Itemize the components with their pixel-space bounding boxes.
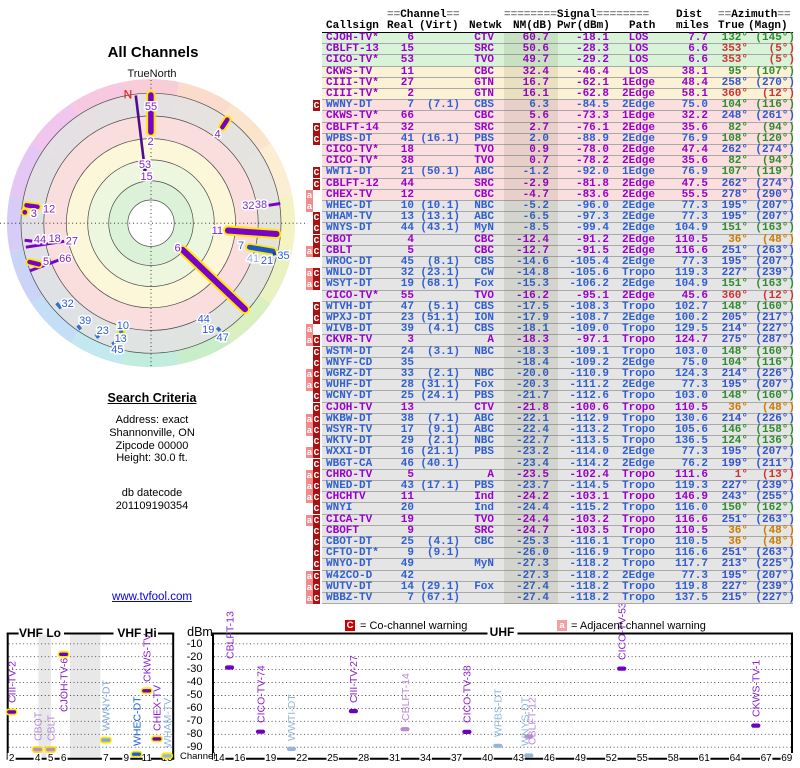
svg-text:2: 2	[9, 753, 15, 764]
svg-text:34: 34	[420, 753, 432, 764]
svg-text:7: 7	[238, 240, 244, 252]
svg-text:18: 18	[49, 233, 61, 245]
svg-text:27: 27	[66, 236, 78, 248]
svg-text:6: 6	[175, 243, 181, 255]
svg-text:CICO-TV-38: CICO-TV-38	[462, 665, 474, 723]
svg-text:14: 14	[214, 753, 226, 764]
svg-text:5: 5	[43, 256, 49, 268]
svg-text:6: 6	[61, 753, 67, 764]
svg-text:45: 45	[111, 344, 123, 356]
svg-text:4: 4	[35, 753, 41, 764]
svg-text:41: 41	[247, 253, 259, 265]
svg-text:CICO-TV-53: CICO-TV-53	[617, 602, 629, 660]
svg-text:69: 69	[781, 753, 793, 764]
svg-text:CBOT: CBOT	[32, 711, 44, 741]
svg-text:16: 16	[234, 753, 246, 764]
svg-text:N: N	[124, 88, 133, 102]
svg-text:WWTI-DT: WWTI-DT	[286, 694, 298, 741]
svg-text:3: 3	[31, 208, 37, 220]
svg-text:WNYS-DT: WNYS-DT	[520, 696, 532, 746]
svg-text:19: 19	[265, 753, 277, 764]
svg-text:52: 52	[606, 753, 618, 764]
svg-text:13: 13	[115, 333, 127, 345]
svg-text:11: 11	[142, 753, 153, 764]
svg-text:CHEX-TV: CHEX-TV	[152, 685, 164, 731]
svg-text:25: 25	[327, 753, 339, 764]
svg-text:CIII-TV-2: CIII-TV-2	[6, 661, 18, 703]
svg-text:11: 11	[212, 225, 223, 237]
svg-text:47: 47	[216, 332, 228, 344]
svg-text:CIII-TV-27: CIII-TV-27	[348, 655, 360, 703]
svg-text:5: 5	[48, 753, 54, 764]
svg-text:4: 4	[214, 129, 220, 141]
svg-text:7: 7	[103, 753, 109, 764]
svg-text:CBLFT-13: CBLFT-13	[224, 611, 236, 659]
svg-text:67: 67	[761, 753, 773, 764]
svg-text:CJOH-TV-6: CJOH-TV-6	[58, 658, 70, 712]
svg-text:32: 32	[61, 298, 73, 310]
svg-text:21: 21	[261, 255, 273, 267]
svg-text:32: 32	[242, 200, 254, 212]
svg-text:38: 38	[255, 199, 267, 211]
svg-text:WHEC-DT: WHEC-DT	[131, 696, 143, 746]
svg-text:44: 44	[34, 234, 46, 246]
svg-text:CKWS-TV-1: CKWS-TV-1	[751, 660, 763, 717]
svg-text:WHAM-TV: WHAM-TV	[162, 698, 174, 748]
svg-text:2: 2	[148, 136, 154, 148]
svg-text:19: 19	[202, 324, 214, 336]
svg-text:WWNY-DT: WWNY-DT	[101, 679, 113, 731]
svg-text:23: 23	[97, 325, 109, 337]
svg-text:53: 53	[139, 159, 151, 171]
svg-text:CKWS-TV: CKWS-TV	[142, 634, 154, 682]
svg-text:35: 35	[277, 250, 289, 262]
svg-text:64: 64	[730, 753, 742, 764]
svg-text:43: 43	[513, 753, 525, 764]
svg-text:49: 49	[575, 753, 587, 764]
svg-text:CBLT: CBLT	[45, 714, 57, 741]
svg-text:22: 22	[296, 753, 308, 764]
svg-text:61: 61	[699, 753, 711, 764]
svg-text:46: 46	[544, 753, 556, 764]
svg-text:28: 28	[358, 753, 370, 764]
svg-text:31: 31	[389, 753, 401, 764]
svg-text:CBLFT-14: CBLFT-14	[400, 673, 412, 721]
svg-text:12: 12	[43, 204, 55, 216]
svg-text:CBLFT-12: CBLFT-12	[527, 697, 539, 745]
svg-text:66: 66	[59, 253, 71, 265]
svg-text:WPBS-DT: WPBS-DT	[493, 688, 505, 737]
svg-text:55: 55	[145, 101, 157, 113]
svg-text:CICO-TV-74: CICO-TV-74	[255, 665, 267, 723]
svg-text:9: 9	[124, 753, 130, 764]
svg-text:37: 37	[451, 753, 463, 764]
svg-text:15: 15	[140, 171, 152, 183]
svg-text:44: 44	[198, 314, 210, 326]
svg-text:55: 55	[637, 753, 649, 764]
svg-text:39: 39	[79, 315, 91, 327]
svg-text:40: 40	[482, 753, 494, 764]
svg-text:58: 58	[668, 753, 680, 764]
svg-text:10: 10	[117, 320, 129, 332]
